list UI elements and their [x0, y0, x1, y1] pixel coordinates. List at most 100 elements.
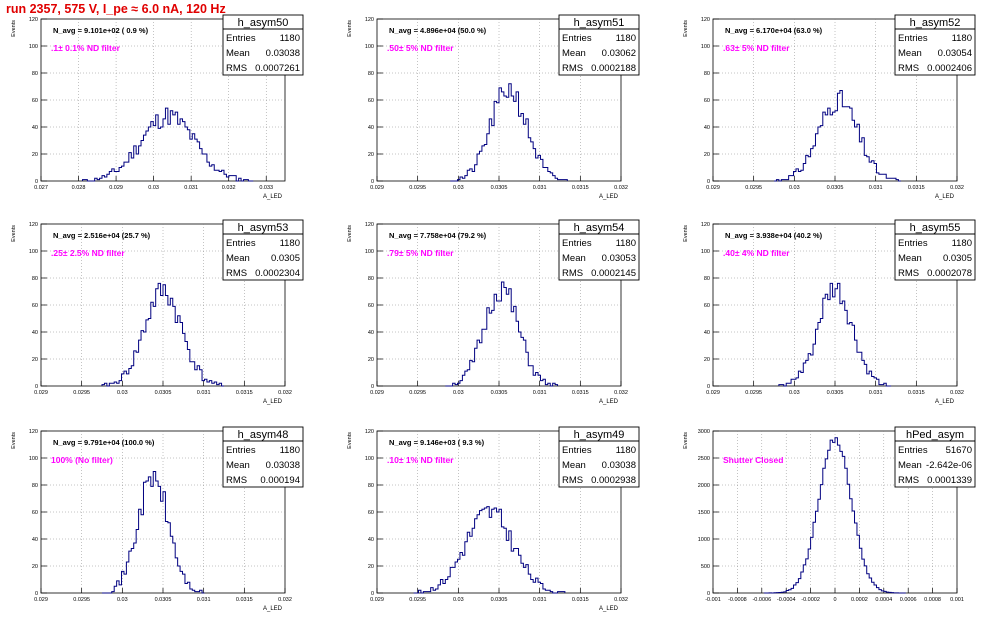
- stat-key-entries: Entries: [226, 33, 256, 44]
- y-tick-label: 20: [368, 564, 374, 570]
- x-axis-label: A_LED: [263, 606, 283, 612]
- stat-key-mean: Mean: [226, 253, 250, 264]
- x-tick-label: 0.0315: [572, 185, 589, 191]
- y-tick-label: 20: [32, 152, 38, 158]
- y-tick-label: 60: [704, 98, 710, 104]
- y-tick-label: 40: [704, 330, 710, 336]
- histogram-name: hPed_asym: [906, 429, 964, 441]
- stat-key-entries: Entries: [226, 445, 256, 456]
- x-tick-label: -0.0008: [728, 597, 747, 603]
- histogram-line: [774, 90, 901, 182]
- x-tick-label: 0.0295: [745, 185, 762, 191]
- x-tick-label: 0.0006: [900, 597, 917, 603]
- histogram-panel-h_asym54: 0 20 40 60 80 100 120 0.029 0.0295 0.03 0.0305 0.03…: [347, 219, 640, 405]
- filter-annotation: .50± 5% ND filter: [387, 43, 454, 53]
- histogram-name: h_asym49: [574, 429, 625, 441]
- stat-value-mean: 0.03038: [266, 48, 300, 59]
- x-tick-label: 0.029: [34, 597, 48, 603]
- stats-box: h_asym49 Entries 1180 Mean 0.03038 RMS 0.00029…: [558, 426, 640, 488]
- x-tick-label: 0.03: [117, 390, 128, 396]
- y-axis-label: Events: [683, 432, 689, 449]
- stat-value-entries: 51670: [946, 445, 972, 456]
- x-tick-label: 0.03: [117, 597, 128, 603]
- y-tick-label: 100: [29, 456, 38, 462]
- x-tick-label: 0.029: [370, 185, 384, 191]
- stat-value-mean: -2.642e-06: [926, 460, 972, 471]
- x-tick-label: 0.0305: [491, 185, 508, 191]
- stats-box: hPed_asym Entries 51670 Mean -2.642e-06 RMS 0.…: [894, 426, 976, 488]
- y-axis-label: Events: [11, 225, 17, 242]
- y-tick-label: 120: [365, 429, 374, 435]
- histogram-panel-h_asym49: 0 20 40 60 80 100 120 0.029 0.0295 0.03 0.0305 0.03…: [347, 426, 640, 612]
- filter-annotation: .10± 1% ND filter: [387, 455, 454, 465]
- stat-key-rms: RMS: [226, 268, 247, 279]
- y-tick-label: 20: [704, 357, 710, 363]
- x-tick-label: 0.032: [614, 597, 628, 603]
- stat-value-rms: 0.0002304: [255, 268, 300, 279]
- histogram-line: [778, 282, 892, 387]
- y-tick-label: 80: [32, 71, 38, 77]
- y-tick-label: 120: [701, 17, 710, 23]
- y-axis-label: Events: [347, 20, 353, 37]
- navg-label: N_avg = 6.170e+04 (63.0 %): [725, 26, 823, 35]
- histogram-panel-h_asym55: 0 20 40 60 80 100 120 0.029 0.0295 0.03 0.0305 0.03…: [683, 219, 976, 405]
- y-tick-label: 40: [704, 125, 710, 131]
- x-tick-label: 0.03: [453, 597, 464, 603]
- x-tick-label: 0.028: [72, 185, 86, 191]
- stat-value-entries: 1180: [280, 33, 300, 44]
- x-tick-label: 0.0305: [155, 597, 172, 603]
- y-tick-label: 0: [35, 591, 38, 597]
- stat-key-rms: RMS: [226, 63, 247, 74]
- y-tick-label: 100: [701, 249, 710, 255]
- y-tick-label: 120: [29, 429, 38, 435]
- stats-box: h_asym53 Entries 1180 Mean 0.0305 RMS 0.000230…: [222, 219, 304, 281]
- histogram-line: [445, 281, 559, 387]
- x-tick-label: 0.0305: [827, 185, 844, 191]
- x-tick-label: 0.029: [706, 390, 720, 396]
- stat-key-mean: Mean: [898, 460, 922, 471]
- x-tick-label: 0.032: [614, 390, 628, 396]
- stat-value-entries: 1180: [952, 238, 972, 249]
- y-tick-label: 80: [368, 276, 374, 282]
- y-tick-label: 100: [701, 44, 710, 50]
- x-tick-label: 0.029: [706, 185, 720, 191]
- stat-value-entries: 1180: [280, 238, 300, 249]
- navg-label: N_avg = 7.758e+04 (79.2 %): [389, 231, 487, 240]
- y-tick-label: 120: [29, 17, 38, 23]
- y-tick-label: 120: [701, 222, 710, 228]
- x-tick-label: -0.001: [705, 597, 721, 603]
- filter-annotation: .63± 5% ND filter: [723, 43, 790, 53]
- stat-key-mean: Mean: [562, 253, 586, 264]
- stat-key-mean: Mean: [226, 48, 250, 59]
- y-tick-label: 120: [29, 222, 38, 228]
- stat-key-entries: Entries: [562, 33, 592, 44]
- stat-key-rms: RMS: [562, 63, 583, 74]
- stat-value-rms: 0.0002938: [591, 475, 636, 486]
- stat-value-mean: 0.03038: [266, 460, 300, 471]
- x-tick-label: 0.0002: [851, 597, 868, 603]
- filter-annotation: .79± 5% ND filter: [387, 248, 454, 258]
- x-tick-label: 0.033: [259, 185, 273, 191]
- stats-box: h_asym52 Entries 1180 Mean 0.03054 RMS 0.00024…: [894, 14, 976, 76]
- y-tick-label: 60: [32, 510, 38, 516]
- y-tick-label: 500: [701, 564, 710, 570]
- navg-label: N_avg = 4.896e+04 (50.0 %): [389, 26, 487, 35]
- stats-box-frame: [558, 219, 640, 281]
- stat-value-rms: 0.0007261: [255, 63, 300, 74]
- x-axis-label: A_LED: [263, 194, 283, 200]
- stat-key-mean: Mean: [898, 253, 922, 264]
- histogram-line: [763, 437, 906, 594]
- y-tick-label: 100: [365, 44, 374, 50]
- y-tick-label: 40: [32, 537, 38, 543]
- y-tick-label: 40: [32, 125, 38, 131]
- histogram-panel-hPed_asym: 0 500 1000 1500 2000 2500 3000 -0.001 -0.0008 -0.…: [683, 426, 976, 603]
- x-tick-label: 0.031: [197, 597, 211, 603]
- x-tick-label: 0.0305: [155, 390, 172, 396]
- x-axis-label: A_LED: [599, 194, 619, 200]
- x-tick-label: 0.0295: [745, 390, 762, 396]
- stats-box: h_asym55 Entries 1180 Mean 0.0305 RMS 0.000207…: [894, 219, 976, 281]
- stat-key-entries: Entries: [562, 445, 592, 456]
- histogram-line: [450, 83, 568, 182]
- histogram-panel-h_asym52: 0 20 40 60 80 100 120 0.029 0.0295 0.03 0.0305 0.03…: [683, 14, 976, 200]
